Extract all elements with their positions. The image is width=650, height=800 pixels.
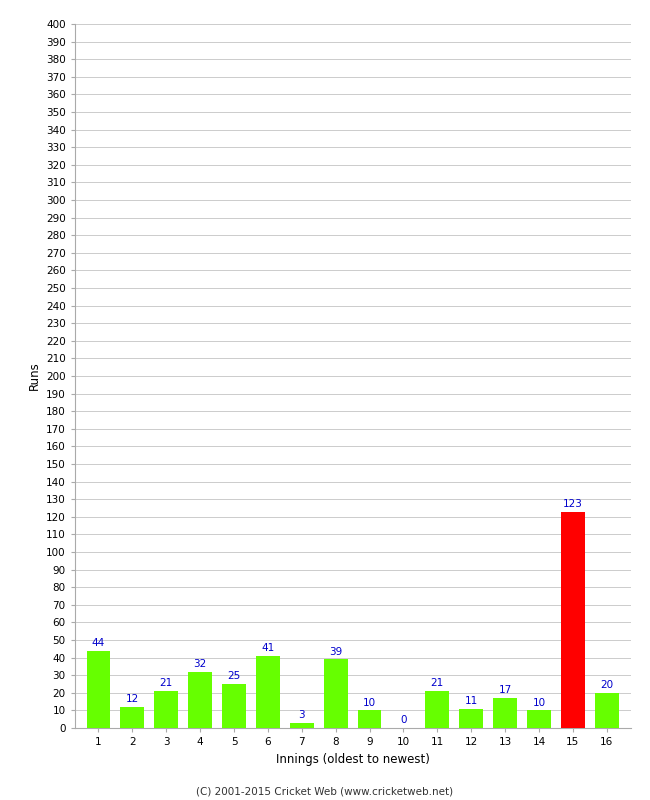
X-axis label: Innings (oldest to newest): Innings (oldest to newest) bbox=[276, 753, 430, 766]
Text: 10: 10 bbox=[532, 698, 545, 708]
Bar bbox=[324, 659, 348, 728]
Text: 44: 44 bbox=[92, 638, 105, 648]
Bar bbox=[493, 698, 517, 728]
Bar bbox=[86, 650, 110, 728]
Text: 41: 41 bbox=[261, 643, 274, 653]
Text: 0: 0 bbox=[400, 715, 407, 726]
Text: 39: 39 bbox=[329, 646, 343, 657]
Text: 20: 20 bbox=[600, 680, 614, 690]
Bar bbox=[561, 511, 585, 728]
Text: 32: 32 bbox=[194, 659, 207, 669]
Text: 10: 10 bbox=[363, 698, 376, 708]
Bar bbox=[527, 710, 551, 728]
Bar bbox=[290, 722, 314, 728]
Bar bbox=[188, 672, 212, 728]
Bar bbox=[460, 709, 483, 728]
Bar bbox=[222, 684, 246, 728]
Text: 17: 17 bbox=[499, 686, 512, 695]
Bar bbox=[595, 693, 619, 728]
Bar bbox=[358, 710, 382, 728]
Bar bbox=[120, 707, 144, 728]
Text: 21: 21 bbox=[160, 678, 173, 688]
Text: 11: 11 bbox=[465, 696, 478, 706]
Y-axis label: Runs: Runs bbox=[27, 362, 40, 390]
Text: 3: 3 bbox=[298, 710, 305, 720]
Bar bbox=[256, 656, 280, 728]
Bar bbox=[426, 691, 449, 728]
Bar bbox=[155, 691, 178, 728]
Text: (C) 2001-2015 Cricket Web (www.cricketweb.net): (C) 2001-2015 Cricket Web (www.cricketwe… bbox=[196, 786, 454, 796]
Text: 21: 21 bbox=[431, 678, 444, 688]
Text: 25: 25 bbox=[227, 671, 240, 682]
Text: 12: 12 bbox=[125, 694, 139, 704]
Text: 123: 123 bbox=[563, 499, 583, 509]
